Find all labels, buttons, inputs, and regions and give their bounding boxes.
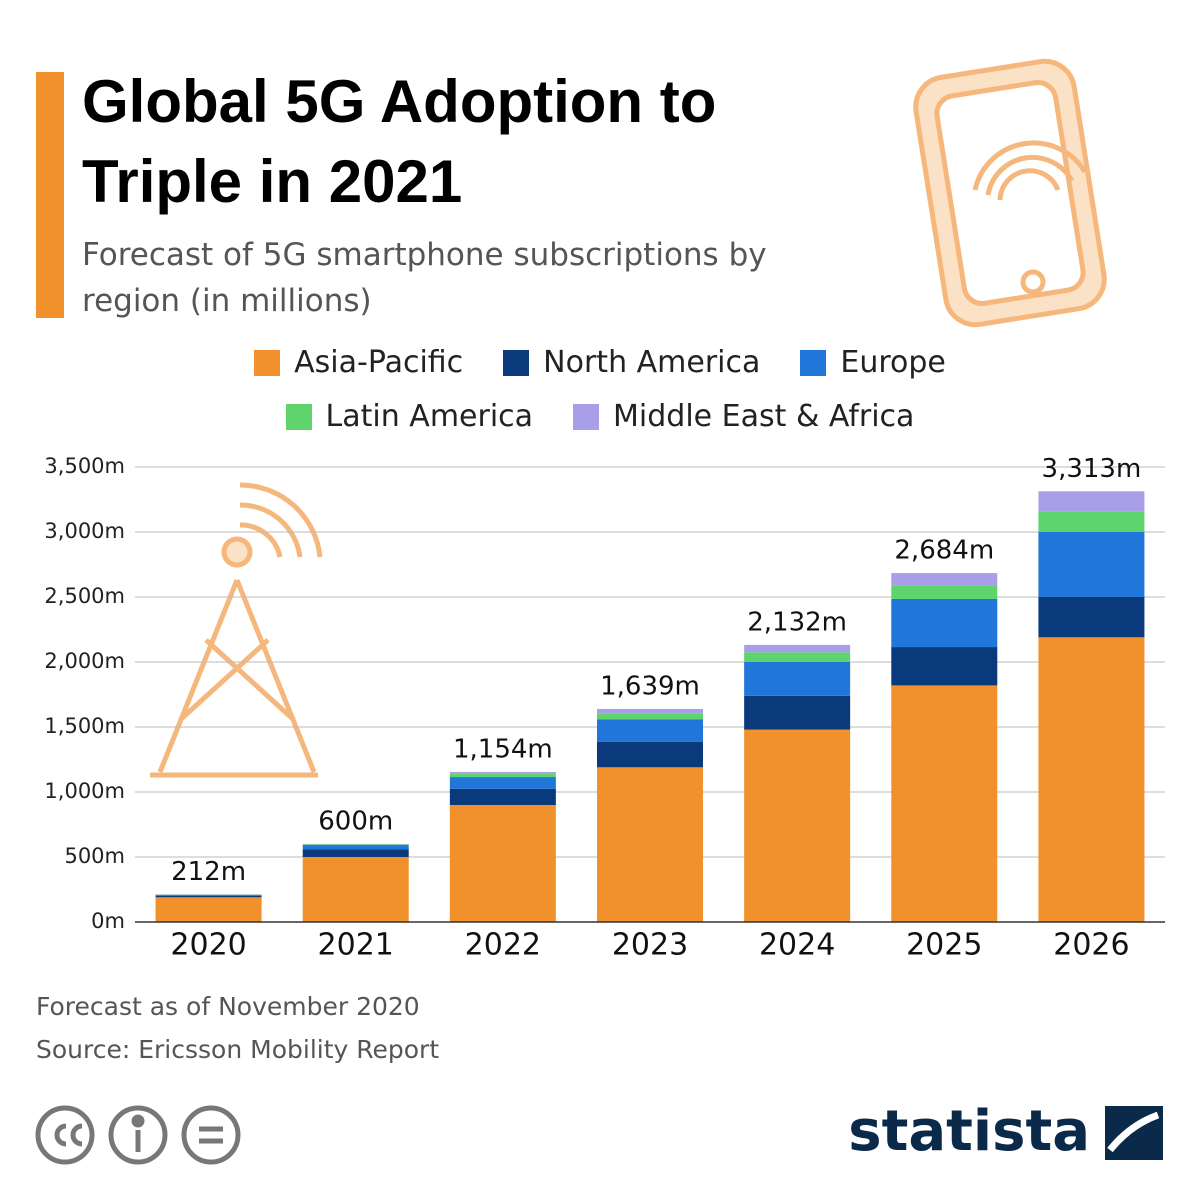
bar-segment — [302, 849, 409, 857]
bar-segment — [1038, 597, 1145, 638]
legend-swatch — [800, 350, 827, 376]
bar-segment — [744, 644, 851, 653]
total-label: 2,684m — [894, 536, 994, 566]
license-icons — [35, 1105, 241, 1165]
x-tick-label: 2022 — [465, 928, 541, 963]
bar-segment — [744, 695, 851, 730]
bar-segment — [155, 894, 262, 896]
total-label: 600m — [318, 807, 393, 837]
x-tick-label: 2020 — [170, 928, 246, 963]
y-tick-label: 500m — [64, 844, 125, 868]
legend-label: Europe — [840, 345, 946, 380]
brand-mark-stroke — [1107, 1111, 1160, 1153]
bar-segment — [302, 857, 409, 922]
legend-item: Asia-Pacific — [254, 345, 463, 381]
x-tick-label: 2024 — [759, 928, 835, 963]
bar-segment — [891, 573, 998, 586]
y-tick-label: 1,500m — [44, 714, 125, 738]
total-label: 212m — [171, 857, 246, 887]
bar-segment — [597, 708, 703, 714]
legend-item: Europe — [800, 345, 946, 381]
tower-icon — [150, 482, 323, 778]
title: Global 5G Adoption to Triple in 2021 — [82, 68, 717, 215]
accent-bar — [36, 72, 64, 318]
y-tick-label: 3,000m — [44, 519, 125, 543]
bar-segment — [155, 897, 262, 922]
bar-segment — [449, 771, 556, 774]
total-label: 3,313m — [1042, 454, 1142, 484]
legend-label: Asia-Pacific — [294, 345, 464, 380]
y-tick-label: 1,000m — [44, 779, 125, 803]
legend-item: Latin America — [285, 399, 534, 435]
bar-segment — [302, 845, 409, 850]
y-tick-label: 0m — [91, 909, 125, 933]
x-tick-label: 2021 — [318, 928, 394, 963]
legend-swatch — [573, 404, 600, 430]
legend: Asia-Pacific North America Europe Latin Ame… — [200, 345, 1000, 435]
brand: statista — [848, 1099, 1090, 1164]
legend-label: Latin America — [325, 399, 534, 434]
legend-item: Middle East & Africa — [573, 399, 914, 435]
bar-segment — [597, 713, 703, 720]
bar-segment — [744, 652, 851, 662]
total-label: 1,154m — [453, 734, 553, 764]
note: Forecast as of November 2020 — [36, 992, 420, 1021]
note: Source: Ericsson Mobility Report — [36, 1035, 439, 1064]
bar-segment — [1038, 637, 1145, 922]
bar-segment — [449, 777, 556, 789]
bar-segment — [449, 788, 556, 805]
bar-segment — [449, 773, 556, 778]
y-tick-label: 2,500m — [44, 584, 125, 608]
bar-segment — [302, 844, 409, 846]
total-label: 1,639m — [600, 671, 700, 701]
bar-segment — [155, 895, 262, 898]
x-tick-label: 2025 — [906, 928, 982, 963]
bar-segment — [449, 805, 556, 922]
legend-swatch — [254, 350, 281, 376]
bar-segment — [597, 741, 703, 768]
legend-swatch — [285, 404, 312, 430]
bar-segment — [1038, 511, 1145, 532]
bar-segment — [891, 598, 998, 648]
x-tick-label: 2023 — [612, 928, 688, 963]
bar-segment — [891, 685, 998, 922]
bar-segment — [597, 767, 703, 922]
y-tick-label: 3,500m — [44, 454, 125, 478]
subtitle: Forecast of 5G smartphone subscriptions … — [82, 237, 767, 319]
bar-segment — [744, 662, 851, 696]
phone-icon — [913, 58, 1107, 328]
bar-segment — [891, 585, 998, 599]
bar-segment — [597, 719, 703, 742]
legend-item: North America — [503, 345, 760, 381]
bar-segment — [891, 647, 998, 686]
legend-label: North America — [543, 345, 761, 380]
bar-segment — [1038, 532, 1145, 597]
legend-label: Middle East & Africa — [613, 399, 915, 434]
bar-segment — [1038, 491, 1145, 512]
legend-swatch — [503, 350, 530, 376]
x-tick-label: 2026 — [1053, 928, 1129, 963]
bar-segment — [744, 729, 851, 922]
total-label: 2,132m — [747, 607, 847, 637]
y-tick-label: 2,000m — [44, 649, 125, 673]
